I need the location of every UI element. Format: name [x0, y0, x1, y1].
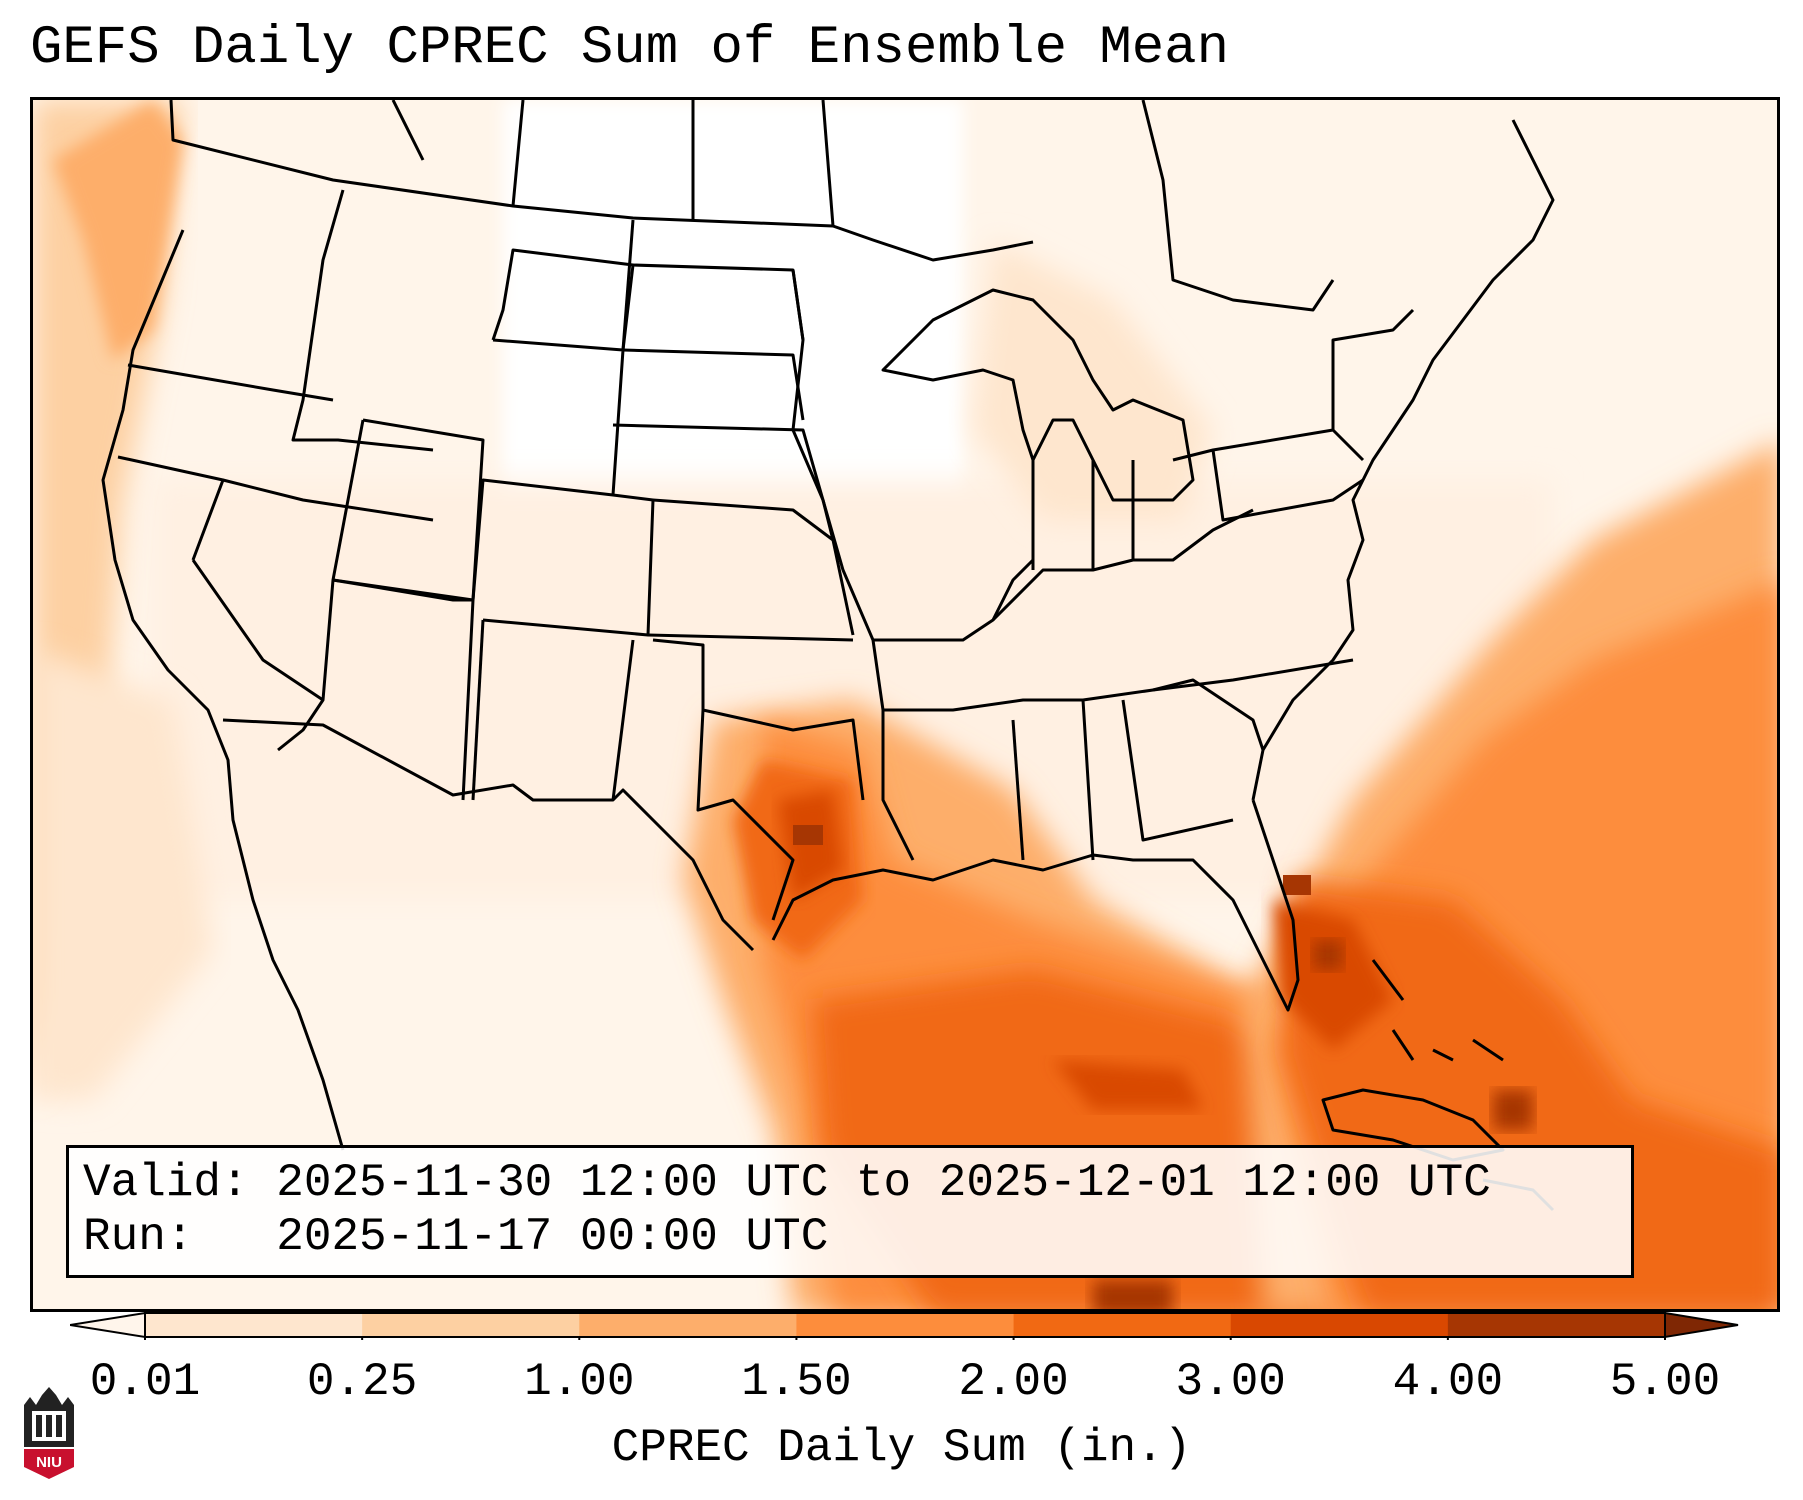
colorbar-tick-label: 0.25 [306, 1356, 418, 1408]
colorbar-segment [1230, 1313, 1449, 1337]
niu-logo: NIU [24, 1387, 74, 1479]
colorbar-tick-label: 5.00 [1609, 1356, 1721, 1408]
precip-shading [33, 100, 1777, 1309]
colorbar-segments [70, 1311, 1739, 1339]
colorbar-segment [145, 1313, 363, 1337]
valid-time-line: Valid: 2025-11-30 12:00 UTC to 2025-12-0… [83, 1157, 1491, 1209]
colorbar-tick-label: 2.00 [958, 1356, 1069, 1408]
colorbar-tick-label: 1.50 [741, 1356, 852, 1408]
colorbar-extend-low [70, 1311, 146, 1339]
colorbar-segment [1013, 1313, 1232, 1337]
valid-run-info-box: Valid: 2025-11-30 12:00 UTC to 2025-12-0… [66, 1145, 1634, 1278]
map-title: GEFS Daily CPREC Sum of Ensemble Mean [30, 18, 1229, 79]
colorbar-segment [796, 1313, 1015, 1337]
colorbar-extend-high [1664, 1311, 1739, 1339]
colorbar-segment [579, 1313, 797, 1337]
run-time-line: Run: 2025-11-17 00:00 UTC [83, 1211, 829, 1263]
colorbar-tick-label: 0.01 [89, 1356, 201, 1408]
colorbar-segment [1447, 1313, 1666, 1337]
map-canvas [33, 100, 1777, 1309]
colorbar-tick-label: 3.00 [1175, 1356, 1286, 1408]
colorbar-segment [362, 1313, 580, 1337]
colorbar-ticks [144, 1337, 1666, 1340]
colorbar [70, 1311, 1739, 1340]
colorbar-label: CPREC Daily Sum (in.) [611, 1422, 1192, 1474]
colorbar-tick-label: 1.00 [524, 1356, 635, 1408]
logo-text: NIU [36, 1454, 62, 1471]
precipitation-map [30, 97, 1780, 1312]
colorbar-tick-label: 4.00 [1392, 1356, 1504, 1408]
colorbar-outline [144, 1312, 1666, 1338]
state-borders [101, 100, 1555, 1212]
